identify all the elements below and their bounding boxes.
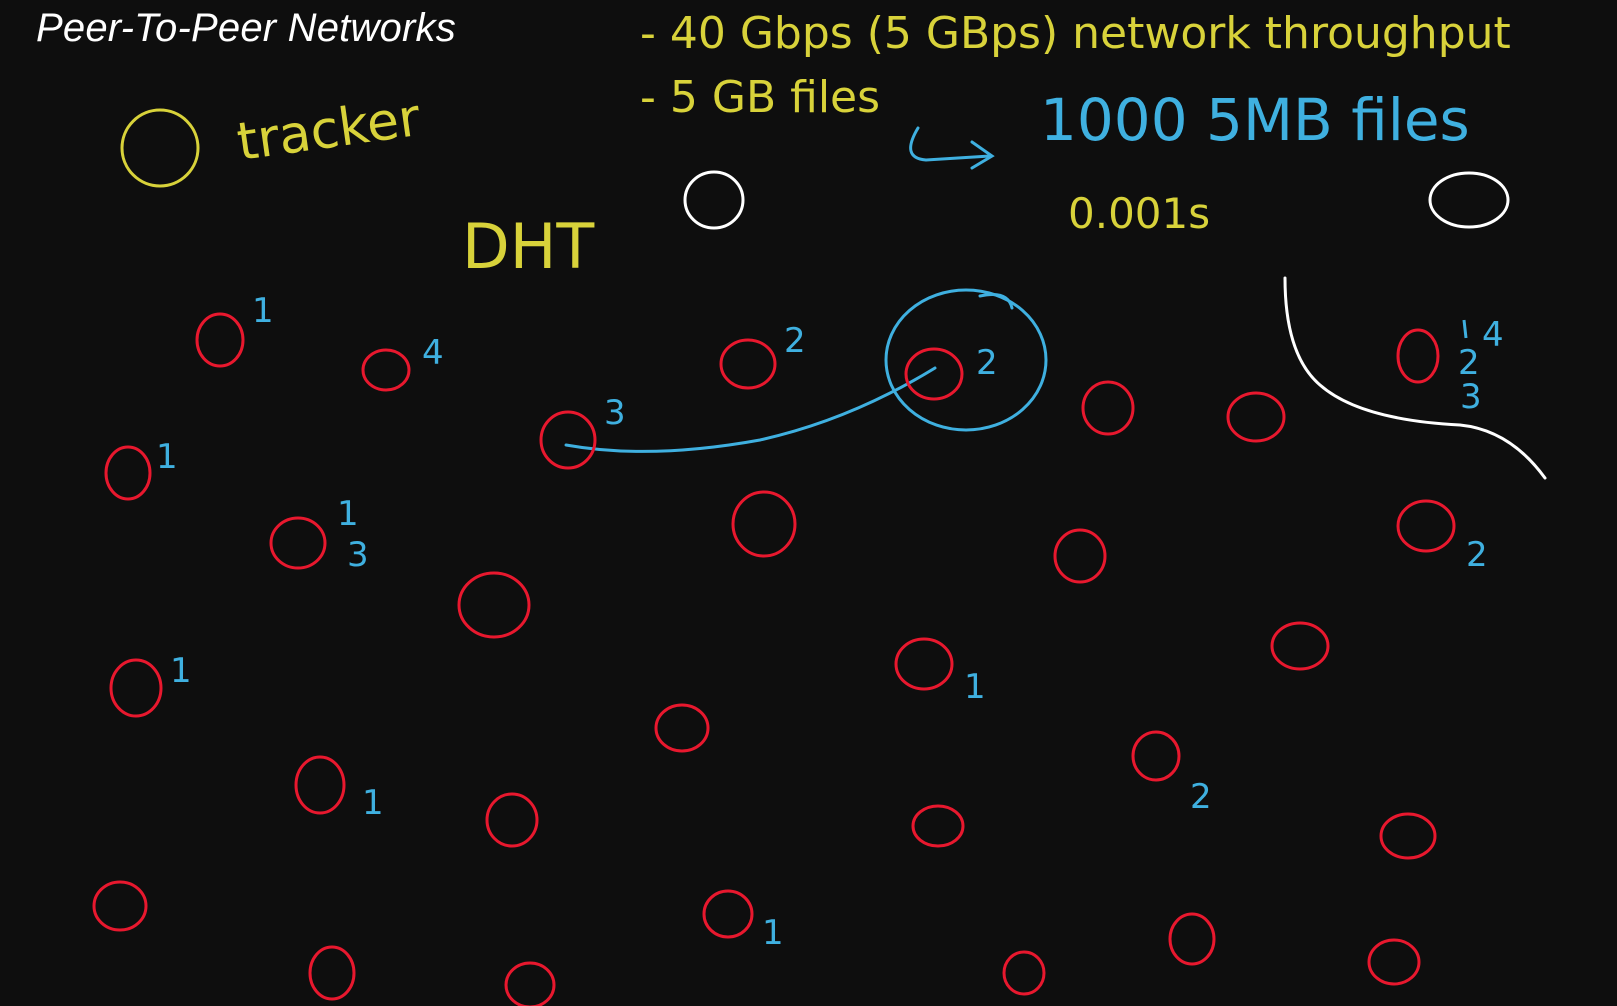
- peer-circle-icon: [1131, 730, 1181, 782]
- chunk-label: 1: [362, 783, 384, 823]
- chunk-label: 3: [604, 393, 626, 433]
- highlight-circle-tail: [978, 293, 1014, 310]
- peer-circle-icon: [894, 637, 954, 691]
- tracker-label: tracker: [233, 88, 424, 173]
- throughput-note: - 40 Gbps (5 GBps) network throughput: [640, 8, 1511, 59]
- page-title: Peer-To-Peer Networks: [36, 6, 456, 50]
- connection-line: [564, 366, 937, 453]
- peer-circle-icon: [1379, 812, 1437, 860]
- peer-circle-icon: [1053, 528, 1107, 584]
- peer-circle-icon: [109, 658, 163, 718]
- chunk-label: 4: [1482, 315, 1504, 355]
- file-size-note: - 5 GB files: [640, 72, 880, 123]
- chunk-label: 2: [1458, 343, 1480, 383]
- peer-circle-icon: [911, 804, 965, 848]
- partition-curve: [1283, 276, 1547, 480]
- peer-circle-icon: [1396, 499, 1456, 553]
- peer-circle-icon: [104, 445, 152, 501]
- peer-circle-icon: [1168, 912, 1216, 966]
- peer-circle-icon: [654, 703, 710, 753]
- chunk-label: 2: [976, 343, 998, 383]
- peer-circle-icon: [904, 347, 964, 401]
- chunk-label: 1: [337, 494, 359, 534]
- peer-circle-icon: [294, 755, 346, 815]
- peer-circle-icon: [92, 880, 148, 932]
- peer-circle-icon: [1367, 938, 1421, 986]
- chunk-label: 3: [1460, 377, 1482, 417]
- chunk-label: 1: [252, 291, 274, 331]
- peer-circle-icon: [195, 312, 245, 368]
- peer-circle-icon: [361, 348, 411, 392]
- chunk-tick: [1462, 319, 1468, 339]
- peer-circle-icon: [731, 490, 797, 558]
- chunk-label: 1: [762, 913, 784, 953]
- peer-circle-icon: [702, 889, 754, 939]
- peer-circle-icon: [719, 338, 777, 390]
- chunk-label: 3: [347, 535, 369, 575]
- peer-circle-icon: [269, 516, 327, 570]
- peer-circle-icon: [539, 410, 597, 470]
- peer-circle-icon: [504, 961, 556, 1006]
- chunk-label: 1: [964, 667, 986, 707]
- chunk-label: 2: [1190, 777, 1212, 817]
- arrow-icon: [909, 126, 995, 170]
- peer-circle-icon: [1081, 380, 1135, 436]
- split-note: 1000 5MB files: [1040, 86, 1470, 154]
- peer-circle-icon: [308, 945, 356, 1001]
- chunk-label: 2: [784, 321, 806, 361]
- chunk-label: 2: [1466, 535, 1488, 575]
- white-node-icon: [683, 170, 745, 230]
- peer-circle-icon: [457, 571, 531, 639]
- peer-circle-icon: [485, 792, 539, 848]
- peer-circle-icon: [1396, 328, 1440, 384]
- dht-label: DHT: [462, 210, 595, 283]
- white-node-icon: [1428, 171, 1510, 229]
- peer-circle-icon: [1002, 950, 1046, 996]
- time-note: 0.001s: [1068, 189, 1210, 238]
- chunk-label: 1: [156, 437, 178, 477]
- tracker-circle-icon: [120, 108, 200, 188]
- peer-circle-icon: [1226, 391, 1286, 443]
- chunk-label: 4: [422, 333, 444, 373]
- highlight-circle: [884, 288, 1048, 432]
- chunk-label: 1: [170, 651, 192, 691]
- peer-group: [92, 312, 1456, 1006]
- peer-circle-icon: [1270, 621, 1330, 671]
